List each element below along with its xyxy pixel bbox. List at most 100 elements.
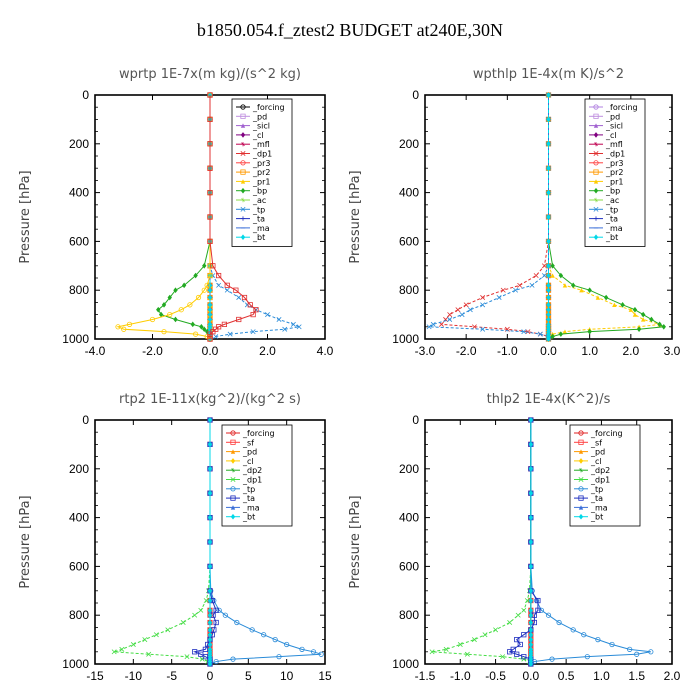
legend-label: _dp2	[590, 466, 610, 475]
data-point	[632, 312, 638, 317]
data-point	[648, 649, 654, 655]
data-point	[203, 598, 209, 604]
data-point	[528, 514, 534, 521]
x-tick-label: 0.0	[540, 344, 557, 358]
legend-marker	[593, 113, 599, 119]
x-tick-label: -1.0	[497, 344, 518, 358]
data-point	[550, 273, 555, 278]
data-point	[550, 263, 555, 269]
y-tick-label: 1000	[62, 657, 89, 671]
data-point	[549, 656, 555, 662]
data-point	[545, 612, 552, 618]
data-point	[299, 646, 305, 652]
y-axis-label: Pressure [hPa]	[348, 170, 363, 263]
legend-box	[584, 98, 646, 247]
data-point	[546, 336, 551, 342]
legend-marker	[578, 477, 584, 482]
data-point	[207, 539, 213, 545]
y-tick-label: 400	[69, 511, 89, 525]
data-point	[463, 302, 469, 308]
data-point	[546, 214, 551, 220]
legend-label: _mfl	[252, 140, 270, 149]
data-point	[201, 287, 207, 293]
y-tick-label: 1000	[392, 332, 419, 346]
legend-marker	[240, 206, 246, 212]
legend-label: _pr1	[252, 177, 270, 186]
data-point	[579, 288, 584, 293]
data-point	[221, 321, 227, 327]
x-tick-label: 3.0	[664, 344, 681, 358]
x-tick-label: 1.0	[581, 344, 598, 358]
legend-marker	[593, 123, 599, 128]
data-point	[521, 607, 527, 613]
series-ta-line	[192, 417, 219, 667]
data-point	[507, 620, 513, 626]
data-point	[627, 646, 633, 652]
legend-label: _dp2	[242, 466, 262, 475]
data-point	[528, 441, 534, 448]
data-point	[207, 214, 213, 220]
x-tick-label: 1.5	[628, 669, 645, 683]
data-point	[207, 597, 213, 604]
data-point	[541, 273, 547, 279]
figure-title: b1850.054.f_ztest2 BUDGET at240E,30N	[196, 20, 504, 40]
panel-title: rtp2 1E-11x(kg^2)/(kg^2 s)	[119, 392, 301, 407]
y-tick-label: 400	[69, 186, 89, 200]
y-tick-label: 0	[82, 88, 89, 102]
data-point	[207, 294, 213, 301]
legend-marker	[578, 513, 584, 520]
series-path	[114, 420, 211, 665]
data-point	[224, 287, 230, 293]
data-point	[207, 165, 213, 171]
data-point	[156, 306, 161, 313]
data-point	[227, 331, 233, 337]
legend-marker	[230, 486, 236, 492]
legend-marker	[230, 458, 236, 464]
data-point	[187, 302, 193, 308]
data-point	[199, 324, 204, 330]
data-point	[535, 597, 541, 604]
data-point	[216, 282, 222, 288]
data-point	[537, 331, 543, 337]
data-point	[443, 646, 449, 652]
data-point	[276, 654, 282, 660]
data-point	[480, 302, 486, 308]
data-point	[528, 636, 534, 643]
legend: _forcing_sf_pd_cl_dp2_dp1_tp_ta_ma_bt	[221, 424, 293, 527]
legend-marker	[240, 197, 246, 203]
x-tick-label: 0.5	[558, 669, 575, 683]
legend-label: _ma	[590, 503, 608, 512]
data-point	[165, 627, 171, 633]
data-point	[207, 238, 213, 244]
data-point	[296, 324, 302, 330]
data-point	[282, 326, 288, 332]
legend-label: _bt	[605, 233, 618, 242]
series-bp-line	[156, 92, 213, 342]
legend-marker	[240, 179, 246, 184]
series-dp1-line	[111, 417, 213, 667]
legend-label: _tp	[605, 205, 618, 214]
data-point	[207, 282, 213, 289]
legend-marker	[593, 132, 599, 138]
data-point	[558, 331, 564, 337]
legend-label: _cl	[605, 131, 617, 140]
series-tp-line	[426, 92, 551, 342]
data-point	[634, 651, 640, 657]
data-point	[207, 588, 213, 594]
data-point	[146, 651, 152, 657]
x-tick-label: 4.0	[317, 344, 334, 358]
legend-label: _bp	[252, 187, 267, 196]
data-point	[556, 619, 562, 626]
panel-title: wprtp 1E-7x(m kg)/(s^2 kg)	[119, 67, 301, 82]
legend-label: _ta	[605, 215, 618, 224]
data-point	[207, 316, 213, 323]
data-point	[521, 654, 527, 660]
legend-marker	[240, 104, 246, 110]
data-point	[628, 307, 634, 312]
y-tick-label: 800	[399, 608, 419, 622]
data-point	[121, 326, 127, 332]
legend-marker	[240, 123, 246, 128]
data-point	[612, 302, 617, 308]
data-point	[546, 294, 551, 301]
data-point	[429, 649, 435, 655]
